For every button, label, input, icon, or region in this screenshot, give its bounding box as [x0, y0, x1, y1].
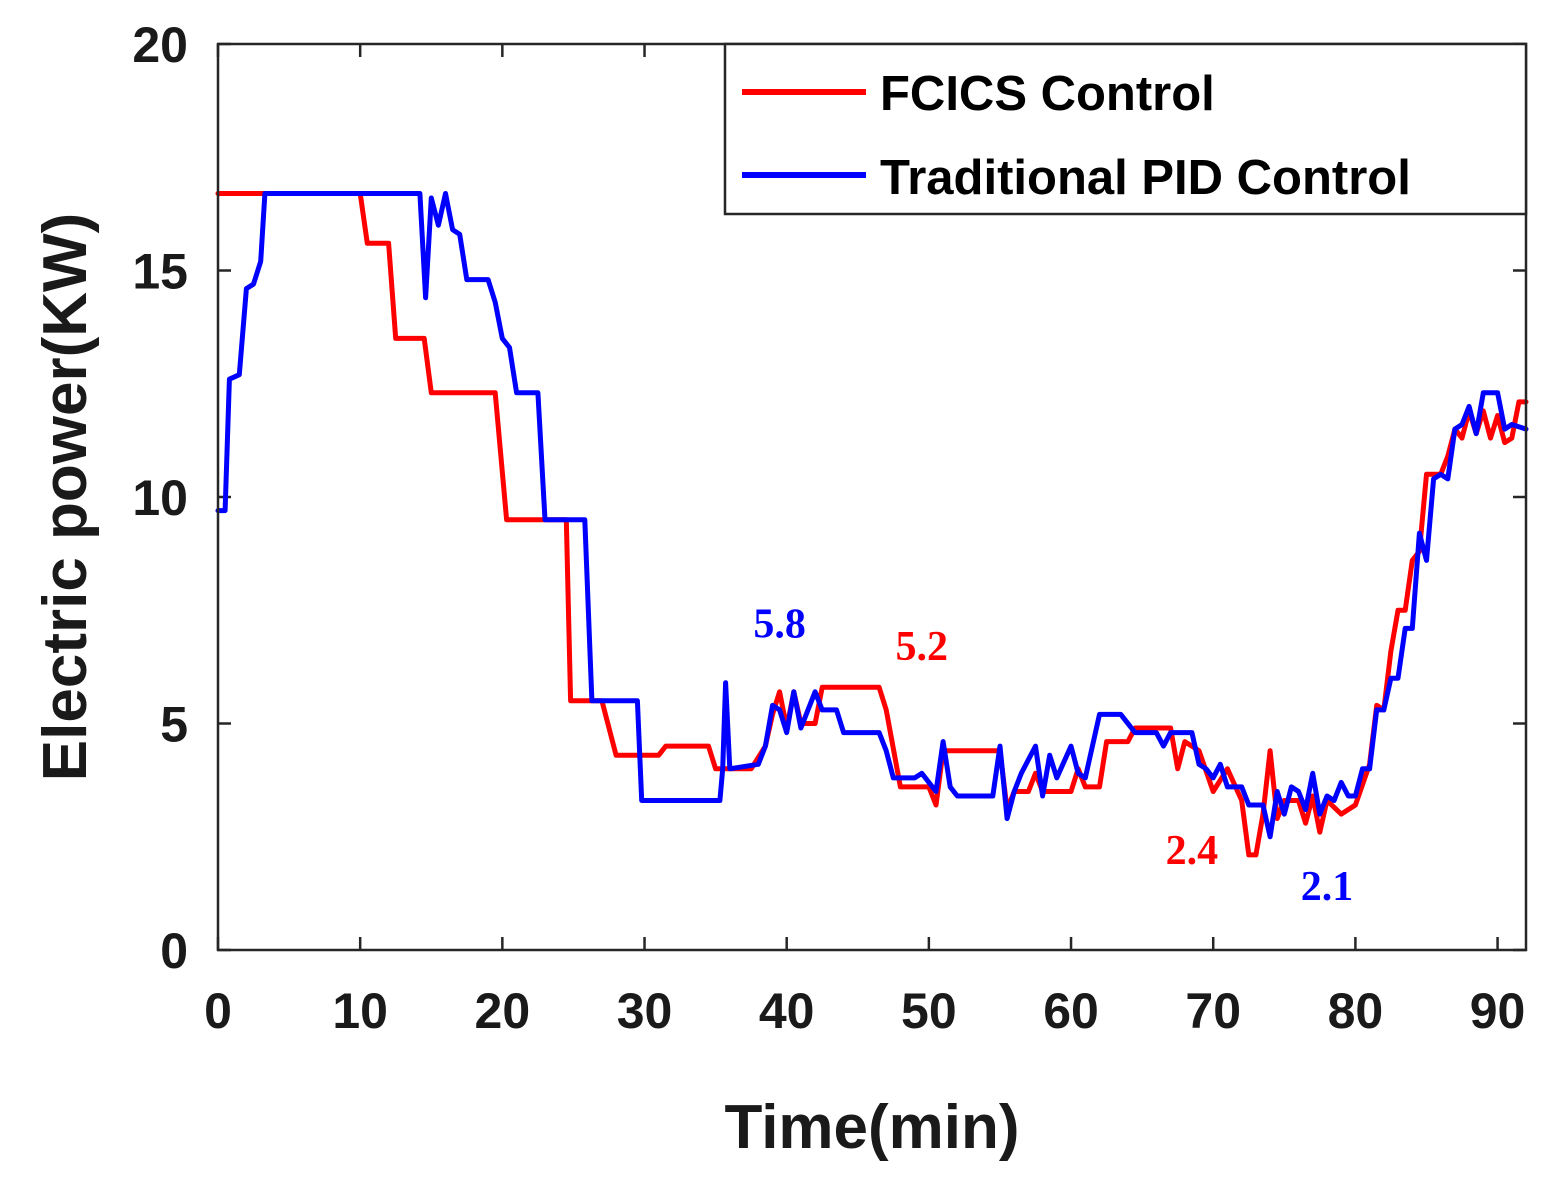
annotation-label: 2.1: [1301, 864, 1354, 910]
y-axis-label: Electric power(KW): [31, 213, 100, 781]
x-tick-label: 90: [1470, 983, 1526, 1039]
annotation-label: 2.4: [1166, 828, 1219, 874]
legend-label-pid: Traditional PID Control: [880, 151, 1411, 205]
annotation-label: 5.8: [753, 601, 806, 647]
x-tick-label: 0: [204, 983, 232, 1039]
annotation-label: 5.2: [896, 624, 949, 670]
series-lines: [215, 191, 1529, 858]
annotations: 5.8 5.2 2.4 2.1: [753, 601, 1353, 910]
x-tick-label: 30: [617, 983, 673, 1039]
x-tick-label: 80: [1328, 983, 1384, 1039]
y-tick-label: 20: [132, 17, 188, 73]
x-tick-label: 40: [759, 983, 815, 1039]
legend-label-fcics: FCICS Control: [880, 67, 1215, 121]
y-tick-label: 5: [160, 697, 188, 753]
x-tick-label: 20: [475, 983, 531, 1039]
series-line-fcics: [215, 191, 1529, 858]
x-tick-label: 70: [1185, 983, 1241, 1039]
x-tick-label: 50: [901, 983, 957, 1039]
legend-box: [723, 42, 1528, 216]
x-tick-label: 60: [1043, 983, 1099, 1039]
y-tick-label: 15: [132, 244, 188, 300]
y-tick-label: 10: [132, 470, 188, 526]
series-line-pid: [215, 191, 1529, 840]
tick-labels: 0 10 20 30 40 50 60 70 80 90 0 5 10 15 20: [132, 17, 1525, 1039]
legend: FCICS Control Traditional PID Control: [723, 42, 1528, 216]
x-tick-label: 10: [332, 983, 388, 1039]
x-axis-label: Time(min): [724, 1093, 1019, 1162]
y-tick-label: 0: [160, 923, 188, 979]
